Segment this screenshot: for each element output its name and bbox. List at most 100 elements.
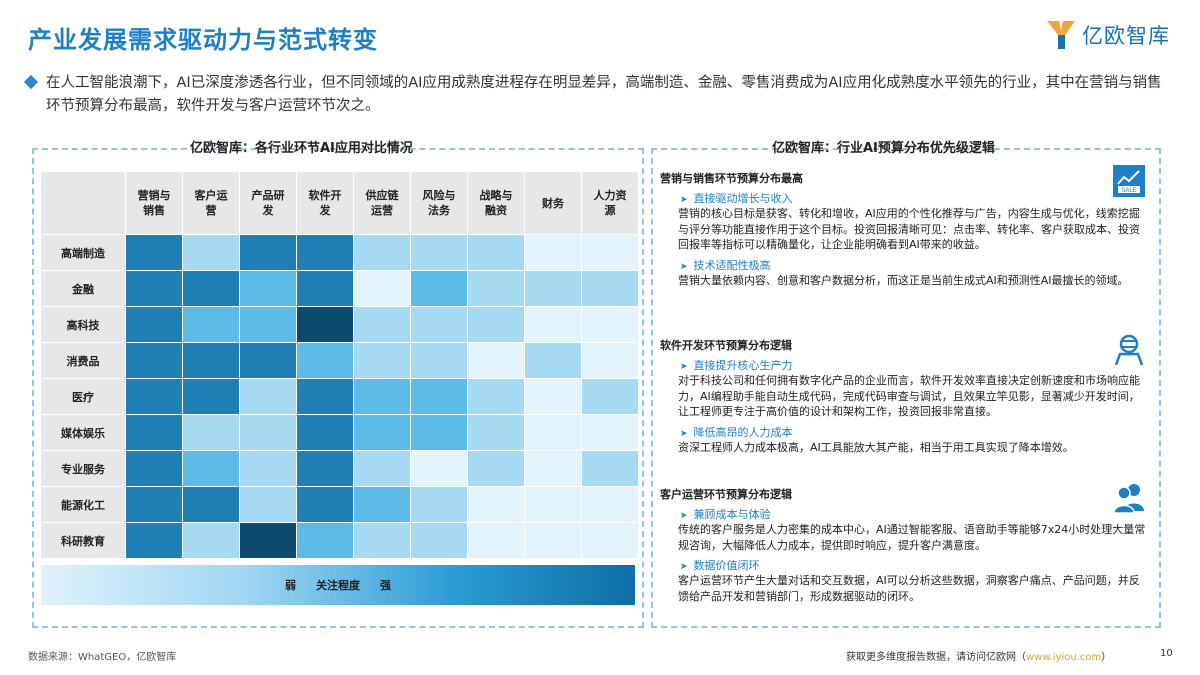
heatmap-cell bbox=[468, 343, 524, 378]
heatmap-cell bbox=[411, 343, 467, 378]
heatmap-cell bbox=[525, 343, 581, 378]
legend-title: 关注程度 bbox=[316, 579, 360, 592]
heatmap-cell bbox=[297, 451, 353, 486]
heatmap-cell bbox=[126, 451, 182, 486]
heatmap-cell bbox=[240, 343, 296, 378]
heatmap-row-header: 能源化工 bbox=[41, 487, 125, 522]
bullet-diamond-icon bbox=[23, 74, 39, 90]
section-body: 营销大量依赖内容、创意和客户数据分析，而这正是当前生成式AI和预测性AI最擅长的… bbox=[678, 273, 1129, 287]
heatmap-cell bbox=[525, 235, 581, 270]
heatmap-cell bbox=[126, 379, 182, 414]
heatmap-cell bbox=[411, 271, 467, 306]
heatmap-cell bbox=[468, 415, 524, 450]
heatmap-cell bbox=[525, 307, 581, 342]
heatmap-cell bbox=[240, 271, 296, 306]
heatmap-column-header: 财务 bbox=[525, 172, 581, 234]
users-icon bbox=[1113, 484, 1144, 514]
heatmap-cell bbox=[126, 271, 182, 306]
heatmap-cell bbox=[411, 379, 467, 414]
heatmap-cell bbox=[240, 307, 296, 342]
heatmap-row-header: 高科技 bbox=[41, 307, 125, 342]
brand-name: 亿欧智库 bbox=[1082, 24, 1170, 48]
heatmap-cell bbox=[582, 235, 638, 270]
legend-high-label: 强 bbox=[380, 579, 391, 592]
heatmap-cell bbox=[582, 379, 638, 414]
website-link[interactable]: www.iyiou.com bbox=[1026, 652, 1102, 663]
heatmap-cell bbox=[468, 379, 524, 414]
heatmap-cell bbox=[468, 235, 524, 270]
heatmap-cell bbox=[297, 307, 353, 342]
heatmap-cell bbox=[411, 523, 467, 558]
heatmap-cell bbox=[468, 523, 524, 558]
heatmap-row-header: 消费品 bbox=[41, 343, 125, 378]
data-source: 数据来源：WhatGEO，亿欧智库 bbox=[28, 652, 177, 663]
heatmap-cell bbox=[354, 343, 410, 378]
marketing-section: 营销与销售环节预算分布最高 直接驱动增长与收入 营销的核心目标是获客、转化和增收… bbox=[660, 170, 1150, 288]
heatmap-cell bbox=[582, 415, 638, 450]
section-body: 客户运营环节产生大量对话和交互数据，AI可以分析这些数据，洞察客户痛点、产品问题… bbox=[678, 574, 1140, 603]
heatmap-column-header: 软件开发 bbox=[297, 172, 353, 234]
heatmap-cell bbox=[240, 523, 296, 558]
heatmap-cell bbox=[183, 343, 239, 378]
section-subheading: 直接提升核心生产力 bbox=[680, 357, 1150, 373]
heatmap-cell bbox=[183, 379, 239, 414]
heatmap-cell bbox=[354, 451, 410, 486]
heatmap-cell bbox=[183, 415, 239, 450]
heatmap-row-header: 高端制造 bbox=[41, 235, 125, 270]
heatmap-cell bbox=[126, 235, 182, 270]
svg-text:SALE: SALE bbox=[1121, 188, 1136, 194]
heatmap-cell bbox=[126, 343, 182, 378]
software-section: 软件开发环节预算分布逻辑 直接提升核心生产力 对于科技公司和任何拥有数字化产品的… bbox=[660, 337, 1150, 455]
heatmap-cell bbox=[582, 487, 638, 522]
heatmap-column-header: 产品研发 bbox=[240, 172, 296, 234]
heatmap-legend: 弱 关注程度 强 bbox=[41, 565, 635, 605]
page-number: 10 bbox=[1160, 648, 1173, 659]
intro-paragraph: 在人工智能浪潮下，AI已深度渗透各行业，但不同领域的AI应用成熟度进程存在明显差… bbox=[23, 72, 1176, 118]
sale-chart-icon: SALE bbox=[1113, 165, 1145, 197]
brand-logo: 亿欧智库 bbox=[1044, 18, 1170, 52]
heatmap-cell bbox=[297, 487, 353, 522]
heatmap-cell bbox=[468, 307, 524, 342]
heatmap-cell bbox=[240, 415, 296, 450]
heatmap-cell bbox=[525, 415, 581, 450]
budget-logic-header: 亿欧智库：行业AI预算分布优先级逻辑 bbox=[772, 141, 995, 156]
heatmap-cell bbox=[582, 271, 638, 306]
section-title: 软件开发环节预算分布逻辑 bbox=[660, 339, 792, 352]
heatmap-cell bbox=[411, 307, 467, 342]
heatmap-cell bbox=[468, 487, 524, 522]
section-subheading: 降低高昂的人力成本 bbox=[680, 424, 1150, 440]
section-body: 对于科技公司和任何拥有数字化产品的企业而言，软件开发效率直接决定创新速度和市场响… bbox=[678, 374, 1140, 418]
heatmap-cell bbox=[354, 523, 410, 558]
heatmap-cell bbox=[297, 343, 353, 378]
heatmap-cell bbox=[240, 451, 296, 486]
heatmap-cell bbox=[183, 451, 239, 486]
heatmap-cell bbox=[354, 271, 410, 306]
heatmap-panel bbox=[32, 148, 644, 628]
heatmap-cell bbox=[525, 451, 581, 486]
section-body: 传统的客户服务是人力密集的成本中心，AI通过智能客服、语音助手等能够7x24小时… bbox=[678, 523, 1146, 552]
heatmap-cell bbox=[183, 235, 239, 270]
heatmap-cell bbox=[297, 523, 353, 558]
heatmap-cell bbox=[354, 235, 410, 270]
heatmap-cell bbox=[126, 307, 182, 342]
heatmap-cell bbox=[183, 523, 239, 558]
heatmap-cell bbox=[525, 487, 581, 522]
footer-cta-prefix: 获取更多维度报告数据，请访问亿欧网（ bbox=[846, 652, 1026, 663]
customer-ops-section: 客户运营环节预算分布逻辑 兼顾成本与体验 传统的客户服务是人力密集的成本中心，A… bbox=[660, 486, 1150, 604]
heatmap-cell bbox=[126, 415, 182, 450]
developer-icon bbox=[1114, 334, 1144, 366]
heatmap-cell bbox=[354, 379, 410, 414]
heatmap-column-header: 供应链运营 bbox=[354, 172, 410, 234]
heatmap-corner bbox=[41, 172, 125, 234]
footer-cta-suffix: ） bbox=[1101, 652, 1112, 663]
heatmap-row-header: 医疗 bbox=[41, 379, 125, 414]
heatmap-row-header: 金融 bbox=[41, 271, 125, 306]
heatmap-cell bbox=[411, 235, 467, 270]
section-subheading: 直接驱动增长与收入 bbox=[680, 190, 1150, 206]
heatmap-cell bbox=[411, 487, 467, 522]
brand-logo-icon bbox=[1047, 21, 1075, 49]
heatmap-cell bbox=[183, 487, 239, 522]
section-subheading: 兼顾成本与体验 bbox=[680, 506, 1150, 522]
footer-cta: 获取更多维度报告数据，请访问亿欧网（www.iyiou.com） bbox=[846, 648, 1111, 663]
heatmap-cell bbox=[297, 415, 353, 450]
